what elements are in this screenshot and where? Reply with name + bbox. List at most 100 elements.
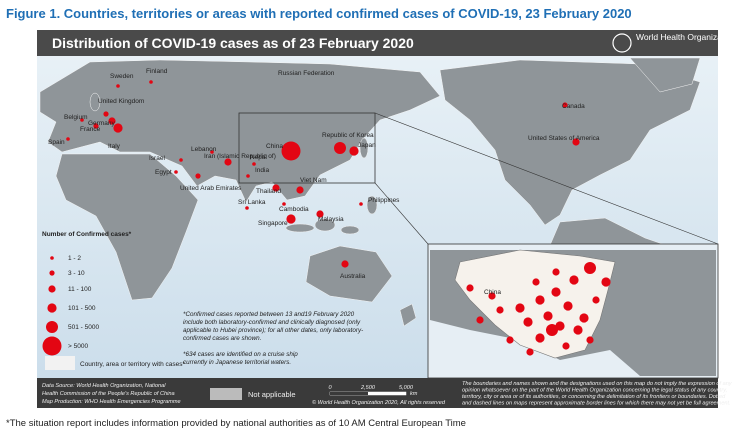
- scale-label: 2,500: [360, 385, 376, 391]
- inset-case-dot: [579, 313, 589, 323]
- case-dot: [296, 186, 304, 194]
- country-label: Republic of Korea: [322, 132, 374, 139]
- inset-case-dot: [551, 287, 561, 297]
- country-label: France: [80, 126, 101, 133]
- scale-unit: km: [410, 391, 418, 397]
- inset-case-dot: [506, 336, 514, 344]
- legend-label: 3 - 10: [68, 270, 85, 277]
- inset-frame: [238, 112, 376, 184]
- inset-case-dot: [584, 262, 596, 274]
- case-dot: [245, 206, 249, 210]
- note: currently in Japanese territorial waters…: [183, 359, 291, 366]
- case-dot: [210, 150, 214, 154]
- disclaimer: The boundaries and names shown and the d…: [462, 381, 733, 387]
- inset-case-dot: [496, 306, 504, 314]
- legend-title: Number of Confirmed cases*: [42, 231, 132, 238]
- inset-connector: [374, 112, 719, 245]
- country-label: Singapore: [258, 220, 288, 227]
- country-label: Iran (Islamic Republic of): [204, 153, 276, 160]
- legend-dot: [50, 256, 54, 260]
- country-label: Nepal: [250, 154, 268, 161]
- legend-territory: Country, area or territory with cases*: [80, 361, 185, 368]
- scale-label: 0: [328, 385, 332, 391]
- case-dot: [252, 162, 256, 166]
- inset-case-dot: [569, 275, 579, 285]
- inset-case-dot: [532, 278, 540, 286]
- disclaimer: opinion whatsoever on the part of the Wo…: [462, 388, 727, 394]
- who-emblem: [612, 33, 632, 53]
- country-label: Lebanon: [191, 146, 217, 153]
- country-label: Cambodia: [279, 206, 309, 213]
- note: include both laboratory-confirmed and cl…: [183, 319, 361, 326]
- legend-dot: [48, 285, 56, 293]
- inset-case-dot: [523, 317, 533, 327]
- case-dot: [116, 84, 120, 88]
- case-dot: [80, 118, 84, 122]
- inset-case-dot: [466, 284, 474, 292]
- inset-label: China: [484, 289, 501, 296]
- legend-dot: [49, 270, 55, 276]
- inset-case-dot: [543, 311, 553, 321]
- footnote: *The situation report includes informati…: [6, 418, 466, 429]
- country-label: Finland: [146, 68, 168, 75]
- inset-case-dot: [476, 316, 484, 324]
- case-dot: [286, 214, 296, 224]
- scale-label: 5,000: [399, 385, 414, 391]
- country-label: Sweden: [110, 73, 134, 80]
- country-label: Belgium: [64, 114, 87, 121]
- data-source: Map Production: WHO Health Emergencies P…: [42, 399, 181, 405]
- case-dot: [349, 146, 359, 156]
- inset-case-dot: [535, 333, 545, 343]
- legend-dot: [42, 336, 62, 356]
- map-title: Distribution of COVID-19 cases as of 23 …: [52, 35, 414, 51]
- figure-title: Figure 1. Countries, territories or area…: [6, 6, 632, 21]
- country-label: United States of America: [528, 135, 600, 142]
- case-dot: [281, 141, 301, 161]
- case-dot: [272, 184, 280, 192]
- country-label: Egypt: [155, 169, 172, 176]
- country-label: Canada: [562, 103, 585, 110]
- note: *634 cases are identified on a cruise sh…: [183, 351, 298, 358]
- territory-swatch: [45, 356, 75, 370]
- country-label: Malaysia: [318, 216, 344, 223]
- not-applicable-swatch: [210, 388, 242, 400]
- inset-case-dot: [562, 342, 570, 350]
- case-dot: [103, 111, 109, 117]
- inset-case-dot: [546, 324, 558, 336]
- country-label: India: [255, 167, 269, 174]
- note: confirmed cases are shown.: [183, 335, 261, 342]
- case-dot: [562, 102, 568, 108]
- case-dot: [149, 80, 153, 84]
- inset-case-dot: [586, 336, 594, 344]
- note: applicable to Hubei province); for all o…: [183, 327, 363, 334]
- country-label: Australia: [340, 273, 366, 280]
- country-label: Russian Federation: [278, 70, 335, 77]
- country-label: United Kingdom: [98, 98, 144, 105]
- inset-connector: [374, 182, 429, 245]
- case-dot: [113, 123, 123, 133]
- country-label: Germany: [88, 120, 115, 127]
- country-label: United Arab Emirates: [180, 185, 242, 192]
- case-dot: [359, 202, 363, 206]
- case-dot: [174, 170, 178, 174]
- organization: World Health Organization: [636, 32, 736, 42]
- copyright: © World Health Organization 2020, All ri…: [312, 399, 446, 406]
- inset: [427, 243, 719, 379]
- inset-case-dot: [601, 277, 611, 287]
- legend-label: 501 - 5000: [68, 324, 99, 331]
- disclaimer: and dashed lines on maps represent appro…: [462, 401, 731, 407]
- header-bar: [37, 30, 718, 56]
- case-dot: [572, 138, 580, 146]
- data-source: Data Source: World Health Organization, …: [42, 383, 166, 389]
- country-label: Thailand: [256, 188, 281, 195]
- country-label: Viet Nam: [300, 177, 327, 184]
- inset-case-dot: [526, 348, 534, 356]
- legend-label: 101 - 500: [68, 305, 96, 312]
- legend-dot: [46, 321, 58, 333]
- case-dot: [334, 142, 346, 154]
- note: *Confirmed cases reported between 13 and…: [183, 311, 355, 318]
- legend-label: > 5000: [68, 343, 88, 350]
- case-dot: [341, 260, 349, 268]
